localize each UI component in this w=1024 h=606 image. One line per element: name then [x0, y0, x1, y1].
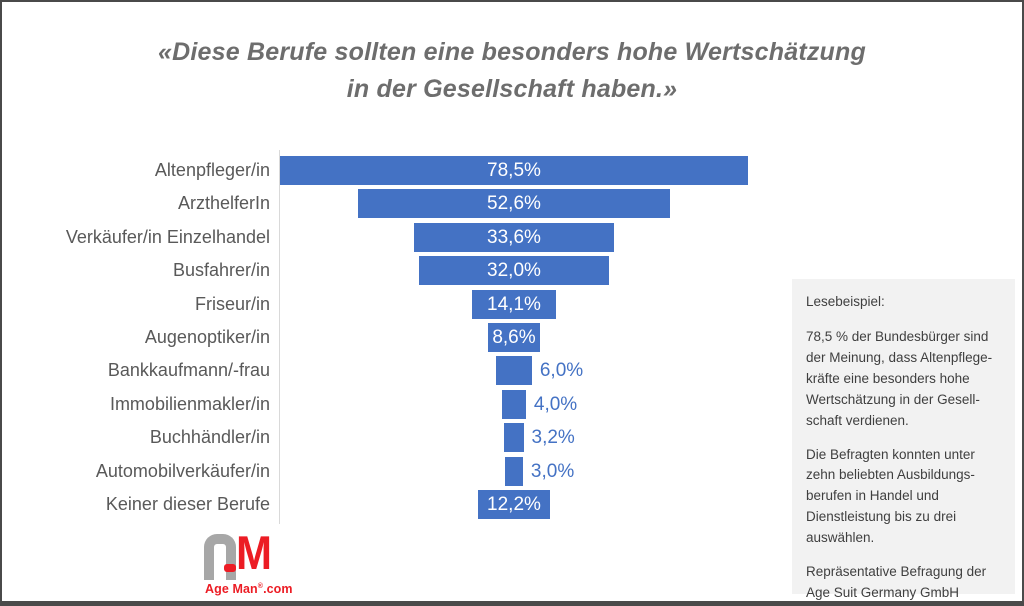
category-label: Automobilverkäufer/in [95, 461, 270, 481]
category-label: Altenpfleger/in [154, 160, 270, 180]
ageman-logo-dash-icon [224, 564, 236, 572]
funnel-bar [418, 256, 610, 285]
category-label: Buchhändler/in [149, 427, 270, 447]
funnel-bar [357, 189, 671, 218]
value-label: 32,0% [487, 260, 541, 281]
value-label: 4,0% [533, 394, 578, 415]
ageman-logo-a-icon [204, 534, 236, 580]
funnel-bar [414, 223, 614, 252]
category-label: Friseur/in [194, 294, 270, 314]
chart-title-line-1: «Diese Berufe sollten eine besonders hoh… [158, 38, 866, 66]
funnel-bar [477, 490, 551, 519]
reading-example-paragraph: 78,5 % der Bundesbürger sind der Meinung… [806, 328, 993, 428]
funnel-bar [280, 156, 748, 185]
funnel-bar [488, 323, 540, 352]
value-label: 12,2% [487, 494, 541, 515]
category-label: Immobilienmakler/in [109, 394, 270, 414]
reading-example-heading: Lesebeispiel: [806, 294, 885, 309]
category-label: Verkäufer/in Einzelhandel [65, 227, 270, 247]
value-label: 3,2% [531, 427, 575, 448]
category-label: ArzthelferIn [177, 193, 270, 213]
chart-title-line-2: in der Gesellschaft haben.» [346, 75, 678, 103]
value-label: 8,6% [492, 327, 536, 348]
value-label: 52,6% [487, 193, 541, 214]
value-label: 14,1% [487, 294, 541, 315]
value-label: 6,0% [539, 360, 584, 381]
ageman-wordmark: Age Man®.com [205, 582, 293, 596]
category-axis-line [279, 150, 280, 524]
category-label: Keiner dieser Berufe [105, 494, 270, 514]
reading-example-box: Lesebeispiel: 78,5 % der Bundesbürger si… [792, 279, 1015, 600]
value-label: 3,0% [530, 461, 575, 482]
category-label: Busfahrer/in [172, 260, 270, 280]
category-label: Augenoptiker/in [144, 327, 270, 347]
funnel-bar [496, 356, 532, 385]
funnel-bar [504, 423, 524, 452]
category-label: Bankkaufmann/-frau [107, 360, 270, 380]
funnel-bar [505, 457, 523, 486]
ageman-logo-m: M [236, 526, 273, 579]
ageman-logo: M Age Man®.com [204, 526, 294, 596]
methodology-paragraph: Die Befragten konnten unter zehn beliebt… [806, 446, 975, 546]
value-label: 33,6% [487, 227, 541, 248]
value-label: 78,5% [487, 160, 541, 181]
funnel-bar [472, 290, 556, 319]
source-paragraph: Repräsentative Befragung der Age Suit Ge… [806, 564, 987, 601]
funnel-bar [502, 390, 526, 419]
chart-title: «Diese Berufe sollten eine besonders hoh… [2, 34, 1022, 108]
